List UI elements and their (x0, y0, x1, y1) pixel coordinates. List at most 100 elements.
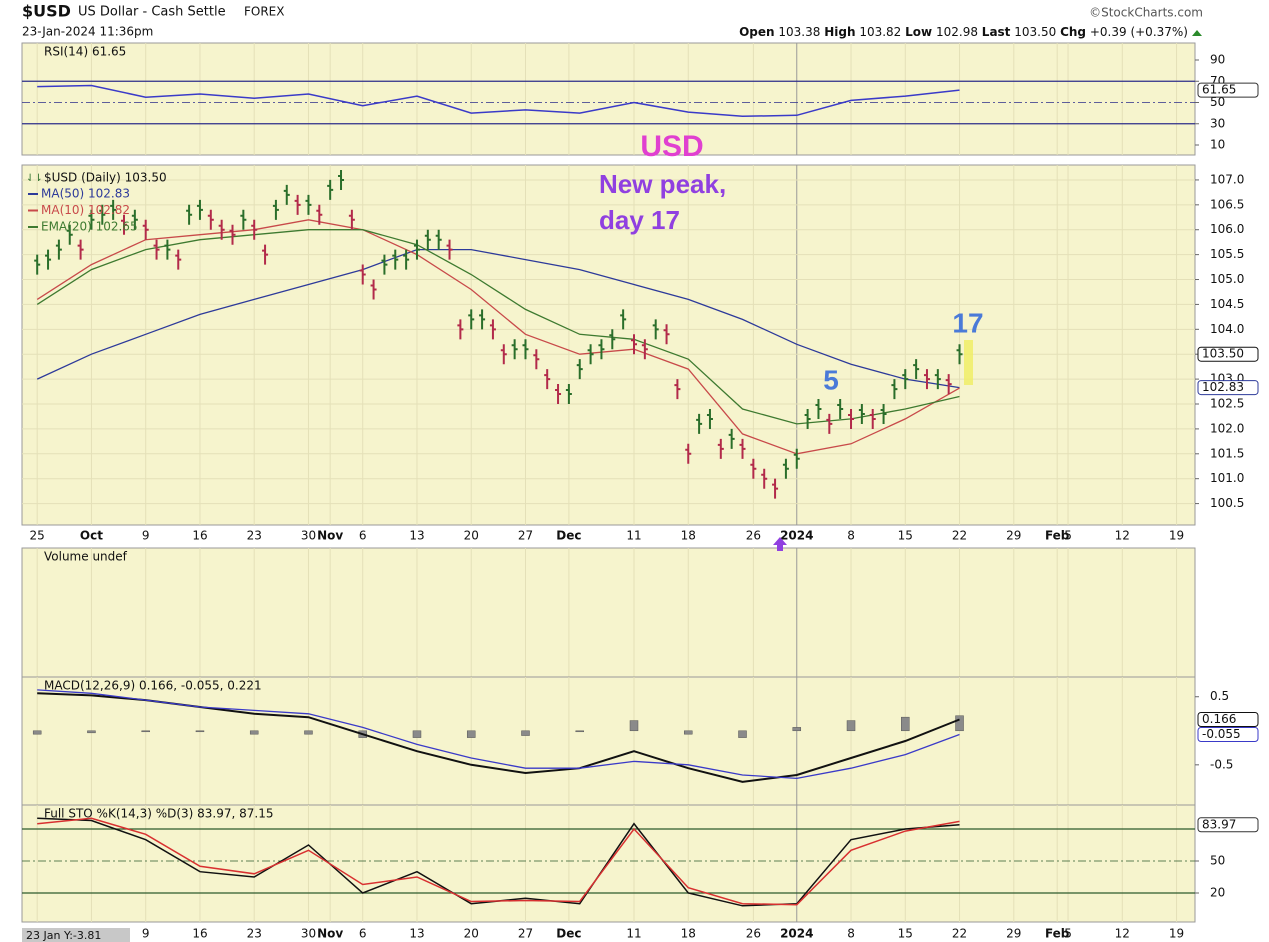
x-tick-label: 8 (847, 927, 855, 941)
price-bar (717, 438, 724, 459)
x-tick-label: Feb (1045, 529, 1070, 543)
price-bar (272, 199, 279, 220)
legend-label: MA(50) 102.83 (41, 187, 130, 201)
price-bar (229, 224, 236, 245)
price-bar (685, 443, 692, 464)
histogram-bar (412, 730, 422, 738)
header: $USD US Dollar - Cash Settle FOREX ©Stoc… (22, 2, 1203, 39)
price-bar (34, 254, 41, 275)
price-bar (555, 384, 562, 405)
x-tick-label: 18 (681, 927, 696, 941)
security-name: US Dollar - Cash Settle (78, 5, 226, 20)
x-tick-label: 8 (847, 529, 855, 543)
price-bar (902, 369, 909, 390)
price-bar (99, 204, 106, 225)
annotation: day 17 (599, 205, 680, 235)
value-tag-label: -0.055 (1202, 727, 1241, 741)
x-tick-label: 22 (952, 529, 967, 543)
price-bar (923, 369, 930, 390)
price-bar (782, 458, 789, 479)
price-bar (522, 339, 529, 360)
price-bar (620, 309, 627, 330)
price-bar (316, 204, 323, 225)
marks: 61.65 $USD (Daily) 103.50⇃⇂ MA(50) 102.83 M… (26, 82, 1259, 907)
y-tick-label: 20 (1210, 885, 1225, 899)
price-bar (891, 379, 898, 400)
price-bar (457, 319, 464, 340)
x-tick-label: 22 (952, 927, 967, 941)
x-tick-label: Oct (80, 529, 103, 543)
x-tick-label: 11 (626, 529, 641, 543)
x-tick-label: 29 (1006, 927, 1021, 941)
price-bar (186, 204, 193, 225)
x-tick-label: 11 (626, 927, 641, 941)
x-tick-label: 9 (142, 529, 150, 543)
y-tick-label: 105.5 (1210, 247, 1244, 261)
value-tag (1197, 817, 1259, 833)
panel (21, 164, 1196, 526)
x-tick-label: 13 (409, 529, 424, 543)
value-tag (1197, 711, 1259, 727)
value-tag (1197, 380, 1259, 396)
price-bar (696, 413, 703, 434)
price-bar (858, 403, 865, 424)
series-line (37, 84, 960, 118)
x-tick-label: 2024 (780, 927, 813, 941)
y-tick-label: 101.5 (1210, 446, 1244, 460)
x-tick-label: 30 (301, 927, 316, 941)
y-tick-label: 101.0 (1210, 471, 1244, 485)
price-bar (565, 384, 572, 405)
source: ©StockCharts.com (1089, 6, 1203, 20)
annotation: 5 (823, 364, 839, 395)
price-bar (663, 324, 670, 345)
histogram-bar (249, 730, 259, 735)
x-tick-label: Feb (1045, 927, 1070, 941)
price-bar (435, 229, 442, 250)
price-bar (880, 403, 887, 424)
y-tick-label: 105.0 (1210, 272, 1244, 286)
price-bar (587, 344, 594, 365)
histogram-bar (684, 730, 693, 735)
price-bar (848, 408, 855, 429)
price-bar (283, 184, 290, 205)
value-tag-label: 103.50 (1202, 347, 1244, 361)
x-tick-label: Dec (556, 927, 581, 941)
y-tick-label: 104.0 (1210, 322, 1244, 336)
value-tag (1197, 727, 1259, 743)
moving-average (36, 229, 960, 425)
price-bar (175, 249, 182, 270)
panel-title: Volume undef (44, 550, 128, 564)
x-tick-label: 27 (518, 529, 533, 543)
quote-value: +0.39 (+0.37%) (1090, 25, 1188, 39)
price-bar (544, 369, 551, 390)
annotation: New peak, (599, 169, 726, 199)
price-bar (837, 398, 844, 419)
panel (21, 676, 1196, 806)
price-bar (77, 239, 84, 260)
price-bar (576, 359, 583, 380)
y-tick-label: 50 (1210, 853, 1225, 867)
quote-label: High (824, 25, 855, 39)
timestamp: 23-Jan-2024 11:36pm (22, 25, 153, 39)
x-tick-label: 9 (142, 927, 150, 941)
x-tick-label: 23 (247, 529, 262, 543)
x-tick-label: 16 (192, 529, 207, 543)
y-tick-label: 106.0 (1210, 222, 1244, 236)
quote: Open 103.38 High 103.82 Low 102.98 Last … (739, 25, 1188, 39)
price-bar (381, 254, 388, 275)
value-tag-label: 102.83 (1202, 380, 1244, 394)
price-bar (500, 344, 507, 365)
y-tick-label: 0.5 (1210, 689, 1229, 703)
histogram-bar (846, 720, 856, 732)
price-bar (956, 344, 963, 365)
price-bar (66, 224, 73, 245)
histogram-bar (901, 716, 910, 732)
y-tick-label: 100.5 (1210, 496, 1244, 510)
histogram-bar (521, 730, 530, 736)
quote-value: 103.38 (778, 25, 820, 39)
histogram-bar (738, 730, 747, 738)
price-bar (305, 194, 312, 215)
y-tick-label: 102.0 (1210, 421, 1244, 435)
x-tick-label: 20 (464, 927, 479, 941)
quote-value: 103.82 (859, 25, 901, 39)
